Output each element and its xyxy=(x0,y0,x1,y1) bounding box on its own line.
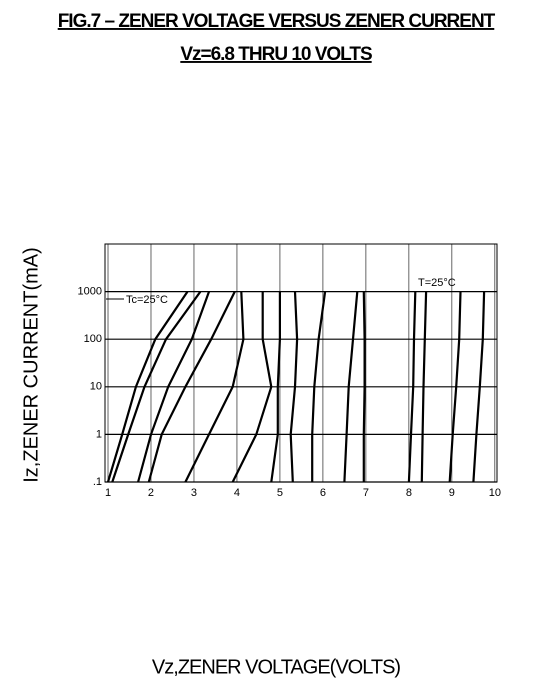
x-tick-label: 2 xyxy=(148,487,154,499)
zener-curve xyxy=(448,291,462,483)
x-tick-label: 6 xyxy=(320,487,326,499)
zener-curve xyxy=(407,291,417,483)
zener-curve xyxy=(111,290,202,483)
y-tick-label: 1000 xyxy=(78,286,102,298)
x-tick-label: 10 xyxy=(489,487,501,499)
zener-curve xyxy=(147,291,236,483)
zener-curve xyxy=(362,291,366,482)
y-tick-label: 1 xyxy=(96,428,102,440)
zener-curve xyxy=(184,291,245,483)
y-tick-label: 100 xyxy=(84,333,102,345)
zener-curve xyxy=(137,291,211,483)
y-tick-label: 10 xyxy=(90,381,102,393)
zener-curve xyxy=(420,291,428,483)
x-tick-label: 1 xyxy=(105,487,111,499)
x-tick-label: 8 xyxy=(406,487,412,499)
zener-curve xyxy=(231,291,273,483)
x-axis-label: Vz,ZENER VOLTAGE(VOLTS) xyxy=(152,656,400,678)
zener-curve xyxy=(311,291,327,482)
zener-curve xyxy=(106,290,189,483)
x-tick-label: 5 xyxy=(277,487,283,499)
chart-subtitle: Vz=6.8 THRU 10 VOLTS xyxy=(180,44,372,65)
y-axis-label: Iz,ZENER CURRENT(mA) xyxy=(20,247,42,483)
x-tick-label: 9 xyxy=(449,487,455,499)
x-tick-label: 4 xyxy=(234,487,240,499)
zener-curve xyxy=(343,291,359,483)
annotation: Tc=25°C xyxy=(126,294,168,306)
x-tick-label: 3 xyxy=(191,487,197,499)
zener-curve xyxy=(270,291,281,483)
annotation: T=25°C xyxy=(418,277,456,289)
y-tick-label: .1 xyxy=(93,476,102,488)
x-tick-label: 7 xyxy=(363,487,369,499)
zener-curve xyxy=(472,291,486,483)
chart-title: FIG.7 – ZENER VOLTAGE VERSUS ZENER CURRE… xyxy=(58,11,496,32)
zener-curve xyxy=(289,291,299,483)
